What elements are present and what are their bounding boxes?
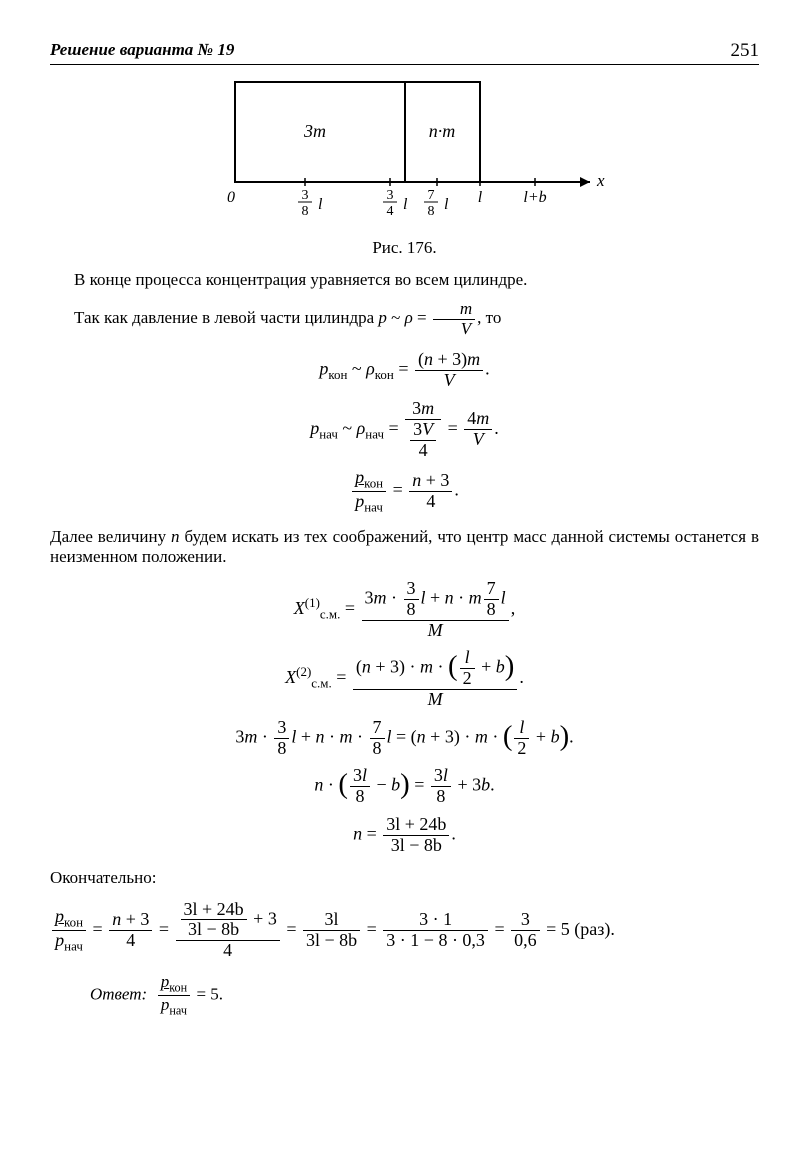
paragraph-3: Далее величину n будем искать из тех соо… — [50, 527, 759, 567]
paragraph-1: В конце процесса концентрация уравняется… — [50, 270, 759, 290]
tick-l: l — [477, 189, 482, 206]
answer-label: Ответ: — [90, 984, 147, 1003]
svg-text:3: 3 — [301, 188, 308, 203]
svg-text:l: l — [318, 196, 323, 213]
p2-pre: Так как давление в левой части цилиндра — [74, 308, 378, 327]
eq-n-num: 3l + 24b — [383, 815, 449, 836]
raz: (раз). — [574, 918, 615, 938]
equation-block-1: pкон ~ ρкон = (n + 3)m V . pнач ~ ρнач =… — [50, 350, 759, 515]
eq-m: m — [460, 299, 472, 318]
svg-text:3: 3 — [386, 188, 393, 203]
svg-text:l: l — [444, 196, 449, 213]
figure-caption: Рис. 176. — [50, 238, 759, 258]
header-title: Решение варианта № 19 — [50, 40, 234, 62]
box-right-label: n·m — [428, 121, 455, 141]
tick-0: 0 — [227, 189, 235, 206]
page-header: Решение варианта № 19 251 — [50, 40, 759, 65]
page-number: 251 — [731, 40, 760, 62]
sub-nach: нач — [319, 426, 338, 441]
equation-final: pкон pнач = n + 3 4 = 3l + 24b3l − 8b + … — [50, 900, 759, 961]
svg-text:4: 4 — [386, 204, 393, 219]
eq-V: V — [461, 319, 471, 338]
svg-text:8: 8 — [427, 204, 434, 219]
answer-value: = 5. — [196, 984, 223, 1003]
svg-text:7: 7 — [427, 188, 434, 203]
paragraph-4: Окончательно: — [50, 868, 759, 888]
sub-kon: кон — [328, 367, 347, 382]
tick-lb: l+b — [523, 189, 546, 206]
equation-block-2: X(1)с.м. = 3m · 38l + n · m78l M , X(2)с… — [50, 579, 759, 856]
figure-svg: 3m n·m x 0 3 8 l 3 4 l 7 8 l l l+b — [195, 77, 615, 227]
figure-176: 3m n·m x 0 3 8 l 3 4 l 7 8 l l l+b Рис. … — [50, 77, 759, 258]
axis-label: x — [596, 171, 605, 190]
svg-text:8: 8 — [301, 204, 308, 219]
box-left-label: 3m — [303, 121, 326, 141]
svg-text:l: l — [403, 196, 408, 213]
answer: Ответ: pкон pнач = 5. — [90, 973, 759, 1018]
eq-n-den: 3l − 8b — [383, 836, 449, 856]
p2-post: , то — [477, 308, 501, 327]
paragraph-2: Так как давление в левой части цилиндра … — [50, 300, 759, 338]
